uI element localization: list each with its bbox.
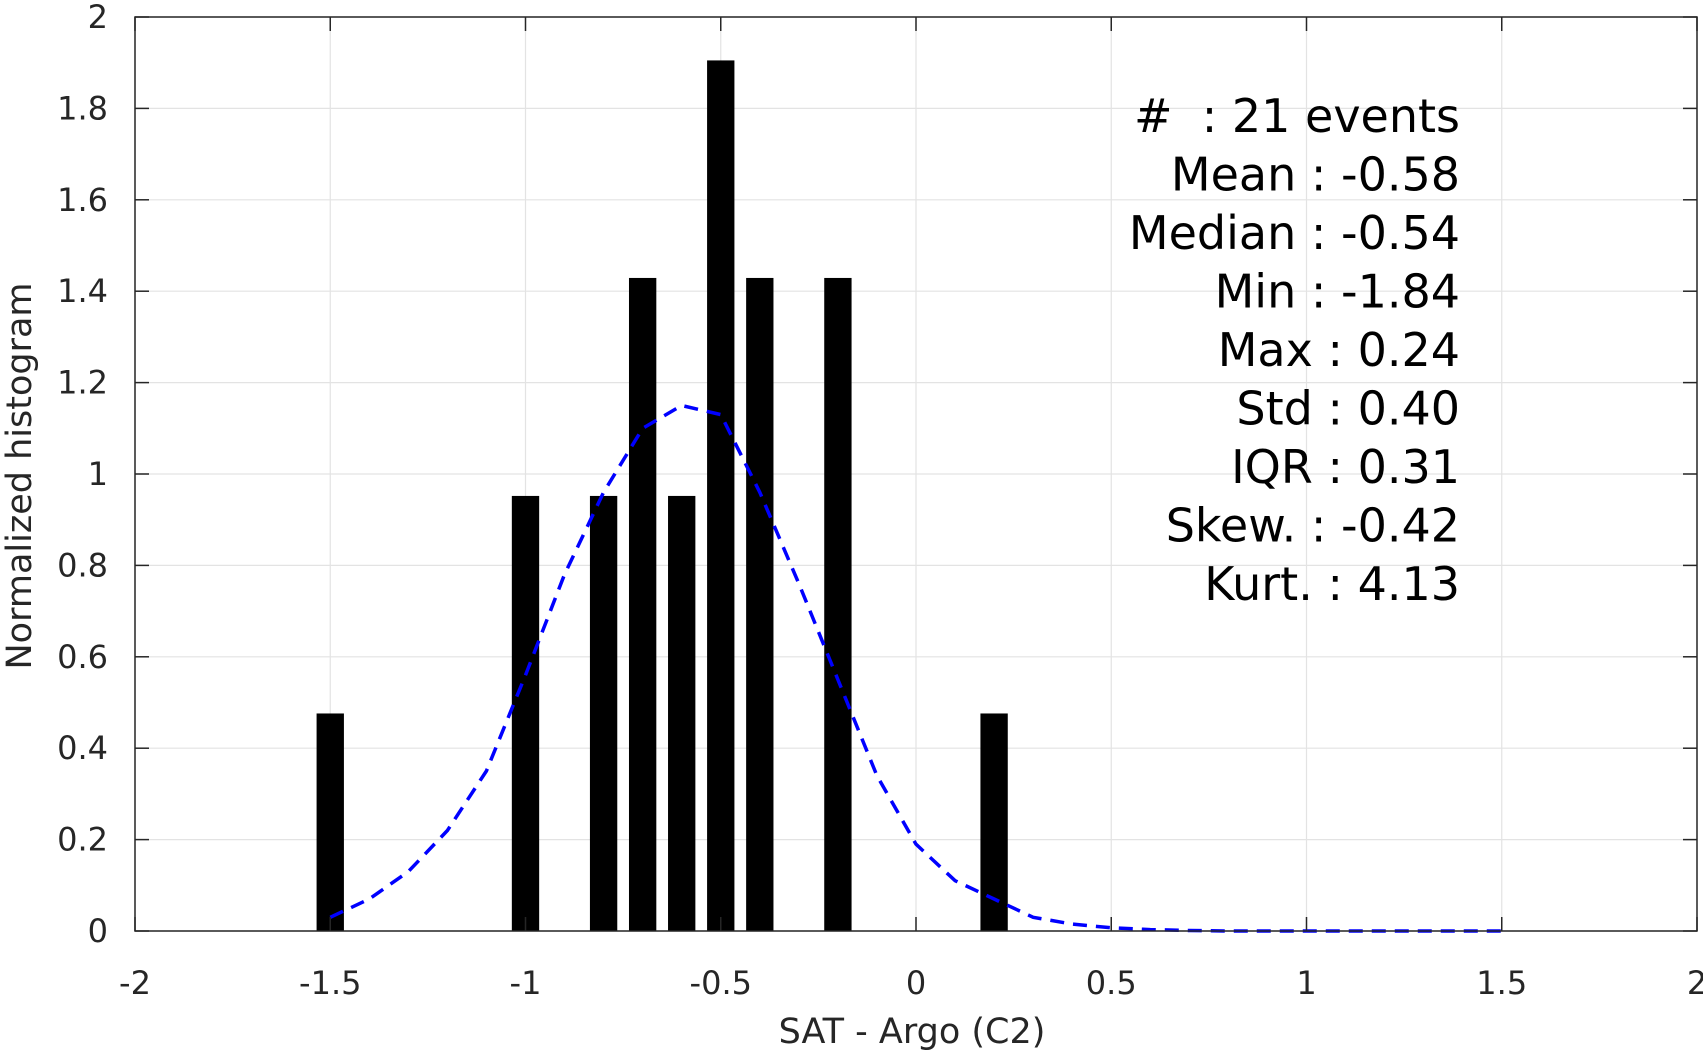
x-tick-label: -0.5 (690, 964, 752, 1002)
x-tick-label: -1 (510, 964, 542, 1002)
y-tick-label: 0.4 (57, 729, 108, 767)
histogram-bar (746, 277, 774, 931)
y-tick-label: 0.6 (57, 638, 108, 676)
x-tick-label: 0 (906, 964, 926, 1002)
axis-ticks (134, 16, 1698, 932)
histogram-bar (316, 713, 344, 931)
histogram-bar (511, 495, 540, 931)
histogram-bar (980, 713, 1008, 931)
histogram-bars (316, 60, 1008, 932)
x-tick-labels: -2 -1.5 -1 -0.5 0 0.5 1 1.5 2 (119, 964, 1703, 1002)
x-tick-label: -1.5 (299, 964, 361, 1002)
x-tick-label: 1 (1296, 964, 1316, 1002)
y-tick-label: 1.2 (57, 364, 108, 402)
stat-line: Min : -1.84 (1215, 265, 1460, 319)
x-tick-label: -2 (119, 964, 151, 1002)
stat-line: Kurt. : 4.13 (1204, 557, 1460, 611)
histogram-bar (707, 60, 735, 932)
histogram-bar (668, 495, 696, 931)
y-tick-label: 0 (88, 912, 108, 950)
stat-line: Skew. : -0.42 (1166, 499, 1460, 553)
histogram-bar (824, 277, 852, 931)
stat-line: Median : -0.54 (1129, 206, 1460, 260)
stat-line: IQR : 0.31 (1231, 440, 1460, 494)
y-tick-labels: 0 0.2 0.4 0.6 0.8 1 1.2 1.4 1.6 1.8 2 (57, 0, 108, 950)
y-tick-label: 1 (88, 455, 108, 493)
stat-line: Mean : -0.58 (1171, 148, 1460, 202)
stat-line: # : 21 events (1134, 89, 1460, 143)
histogram-bar (589, 495, 618, 931)
y-tick-label: 0.2 (57, 821, 108, 859)
grid-lines (134, 16, 1698, 932)
y-axis-label: Normalized histogram (0, 282, 40, 669)
x-tick-label: 1.5 (1476, 964, 1527, 1002)
stat-line: Std : 0.40 (1236, 382, 1460, 436)
y-tick-label: 2 (88, 0, 108, 36)
y-tick-label: 1.8 (57, 89, 108, 127)
stat-line: Max : 0.24 (1218, 323, 1460, 377)
x-tick-label: 0.5 (1086, 964, 1137, 1002)
x-axis-label: SAT - Argo (C2) (779, 1012, 1046, 1052)
y-tick-label: 0.8 (57, 546, 108, 584)
y-tick-label: 1.4 (57, 272, 108, 310)
y-tick-label: 1.6 (57, 181, 108, 219)
histogram-bar (628, 277, 657, 931)
x-tick-label: 2 (1687, 964, 1703, 1002)
